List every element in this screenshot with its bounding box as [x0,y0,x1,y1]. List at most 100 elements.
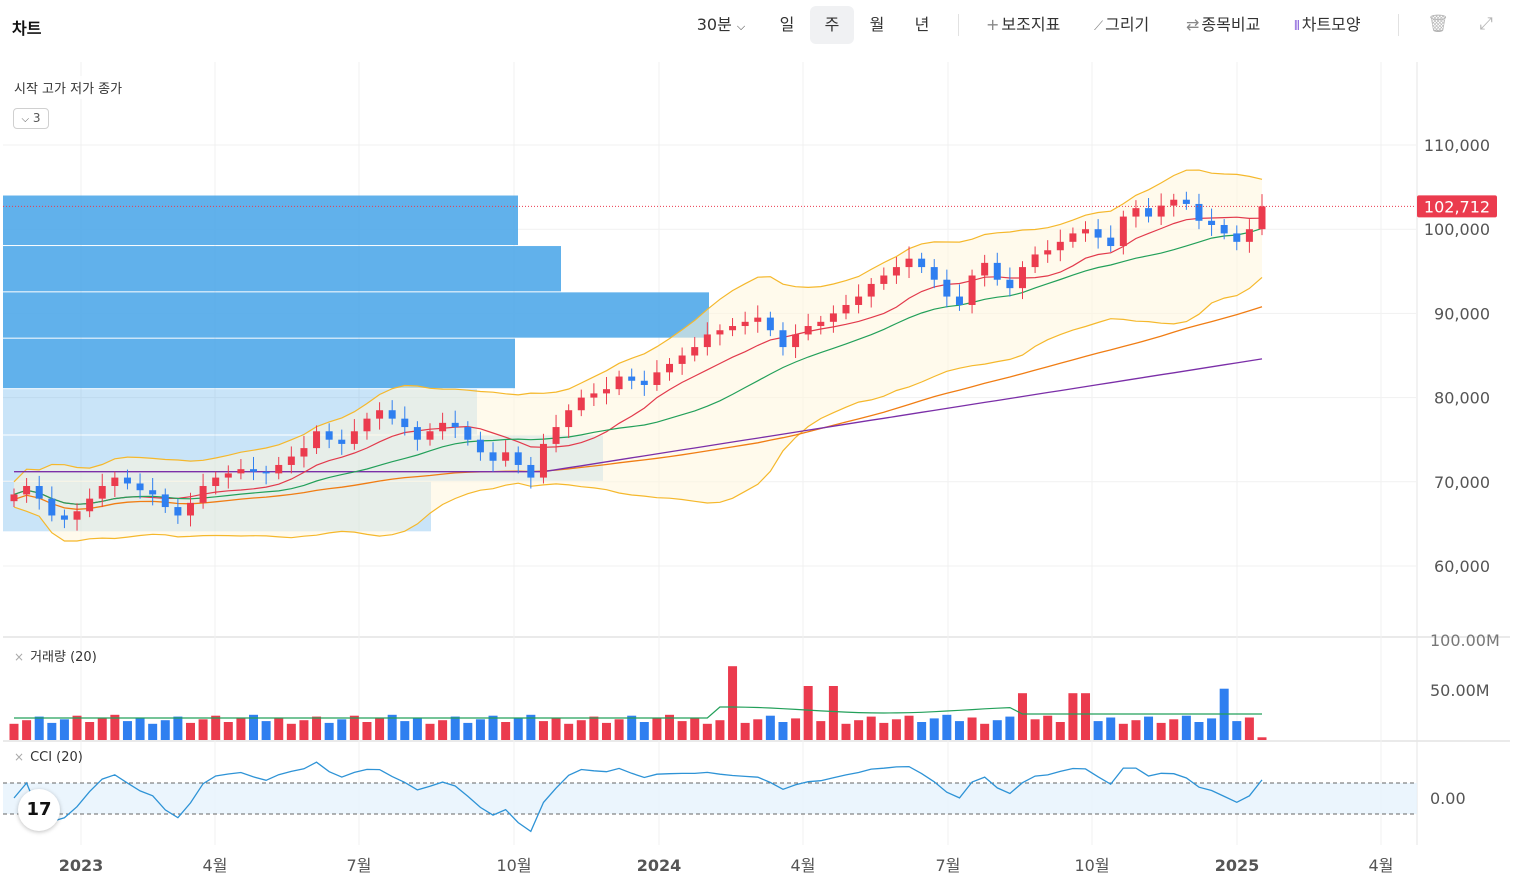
candle-body [48,498,56,516]
volume-bar [148,723,158,740]
volume-bar [753,719,763,740]
volume-bar [917,722,927,740]
candle-body [993,262,1001,280]
volume-bar [375,718,385,740]
candle-body [1119,216,1127,247]
candle-body [86,498,94,512]
volume-bar [929,718,939,740]
volume-bar [904,715,914,740]
candle-body [338,439,346,444]
cci-tick-label: 0.00 [1430,789,1466,808]
period-tab-month[interactable]: 월 [869,15,885,34]
period-tab-week[interactable]: 주 [810,6,854,44]
cci-line [13,761,1263,833]
volume-ma-line [14,706,1262,719]
candle-body [804,326,812,335]
volume-bar [286,723,296,740]
candle-body [464,427,472,440]
volume-bar [299,720,309,740]
volume-bar [450,716,460,740]
y-tick-label: 100,000 [1424,220,1490,239]
candle-body [905,258,913,268]
volume-bar [400,721,410,740]
volume-bar [866,716,876,740]
volume-bar [538,721,548,740]
candle-body [842,304,850,314]
volume-bar [576,720,586,740]
y-tick-label: 60,000 [1434,557,1490,576]
candle-body [489,452,497,461]
close-icon[interactable]: × [14,650,25,664]
volume-bar [513,718,523,740]
volume-bar [980,723,990,740]
candle-body [817,321,825,327]
volume-bar [349,715,359,740]
legend-collapse-button[interactable]: ⌵ 3 [13,108,49,129]
chart-style-button[interactable]: ⦀ 차트모양 [1294,6,1361,44]
volume-bar [891,719,901,740]
candle-body [1182,199,1190,204]
candle-body [237,469,245,474]
volume-bar [85,722,95,740]
x-tick-label: 2023 [59,856,104,875]
close-icon[interactable]: × [14,750,25,764]
candle-body [1031,254,1039,268]
volume-bar [72,715,82,740]
x-tick-label: 7월 [347,856,372,875]
candle-body [476,439,484,453]
candle-body [98,486,106,499]
volume-bar [324,722,334,740]
volume-bar [1131,720,1141,740]
volume-bar [1244,717,1254,740]
x-tick-label: 4월 [203,856,228,875]
candle-body [502,452,510,461]
volume-bar [1093,721,1103,740]
volume-bar [425,723,435,740]
indicator-button[interactable]: + 보조지표 [986,6,1060,44]
candle-body [514,452,522,465]
volume-bar [223,722,233,740]
volume-bar [992,720,1002,740]
compare-button[interactable]: ⇄ 종목비교 [1186,6,1260,44]
period-tab-day[interactable]: 일 [779,15,795,34]
candle-body [186,502,194,516]
draw-button[interactable]: ⟋ 그리기 [1094,6,1149,44]
candle-body [955,296,963,305]
volume-bar [160,720,170,740]
volume-bar [854,720,864,740]
volume-profile-bar [3,292,709,338]
bollinger-fill [14,170,1262,541]
candle-body [1195,203,1203,221]
candle-body [577,397,585,411]
y-tick-label: 70,000 [1434,473,1490,492]
volume-bar [211,715,221,740]
ohlc-legend: 시작 고가 저가 종가 [8,76,129,99]
candle-body [376,410,384,419]
interval-dropdown[interactable]: 30분 ⌵ [688,6,754,44]
volume-bar [438,720,448,740]
volume-bar [1257,737,1267,740]
expand-icon[interactable]: ⤢ [1479,14,1493,34]
candle-body [275,464,283,474]
volume-bar [1144,716,1154,740]
candle-body [691,347,699,356]
candle-body [918,258,926,268]
candle-body [1258,206,1266,230]
candle-body [1170,199,1178,206]
candle-body [729,326,737,331]
candle-body [892,267,900,276]
candle-body [930,267,938,280]
period-tab-year[interactable]: 년 [914,15,930,34]
candle-body [1208,220,1216,225]
last-price-label: 102,712 [1424,197,1490,216]
candle-body [413,427,421,440]
volume-bar [122,721,132,740]
trash-icon[interactable]: 🗑 [1427,14,1449,34]
candle-body [250,469,258,472]
tradingview-logo[interactable]: 17 [18,789,60,831]
volume-bar [677,721,687,740]
draw-label: 그리기 [1105,15,1150,34]
y-tick-label: 110,000 [1424,136,1490,155]
chart-style-label: 차트모양 [1301,15,1361,34]
